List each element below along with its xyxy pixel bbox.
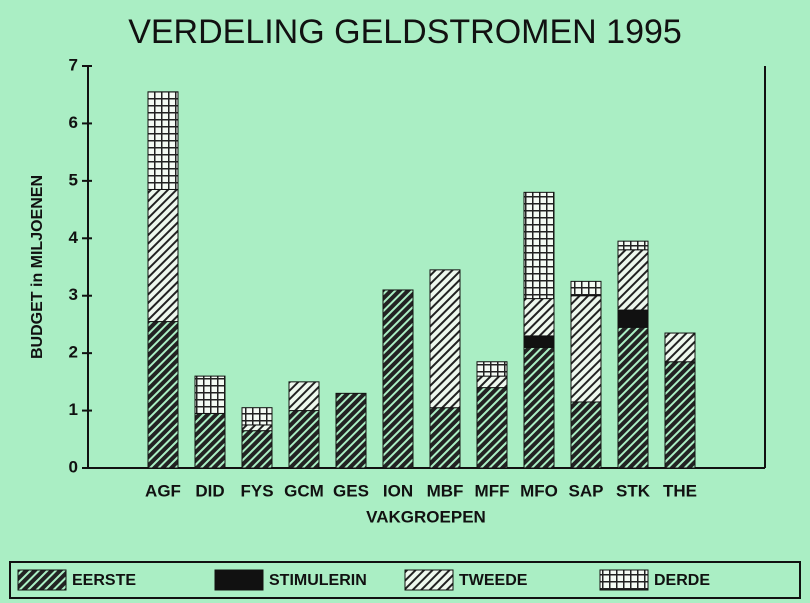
x-tick-label: SAP (569, 481, 604, 500)
legend-swatch (17, 569, 67, 591)
bar-segment (664, 361, 696, 469)
bar-segment (288, 410, 320, 469)
bar-segment (570, 280, 602, 297)
bar-segment (617, 309, 649, 328)
bar-segment (476, 375, 508, 389)
bar-segment (147, 188, 179, 323)
x-tick-label: DID (195, 481, 224, 500)
legend-label: STIMULERIN (269, 572, 367, 589)
bar-segment (335, 392, 367, 469)
y-tick-label: 2 (69, 343, 78, 362)
x-tick-label: GCM (284, 481, 324, 500)
legend-label: TWEEDE (459, 572, 528, 589)
bar-segment (617, 326, 649, 469)
bar-segment (147, 321, 179, 469)
y-tick-label: 6 (69, 113, 78, 132)
bar-segment (476, 387, 508, 469)
bar-segment (241, 407, 273, 426)
x-tick-label: AGF (145, 481, 181, 500)
bar-segment (664, 332, 696, 363)
bar-segment (617, 240, 649, 251)
x-tick-label: STK (616, 481, 651, 500)
legend-label: EERSTE (72, 572, 136, 589)
bar-segment (241, 424, 273, 432)
legend-swatch (214, 569, 264, 591)
y-tick-label: 1 (69, 400, 78, 419)
bar-segment (194, 375, 226, 414)
bar-segment (382, 289, 414, 469)
bar-segment (241, 430, 273, 469)
bar-segment (429, 407, 461, 469)
legend-swatch (599, 569, 649, 591)
y-tick-label: 3 (69, 285, 78, 304)
bar-segment (476, 361, 508, 377)
bar-segment (523, 346, 555, 469)
x-tick-label: MFO (520, 481, 558, 500)
bar-segment (429, 269, 461, 409)
bar-segment (147, 91, 179, 190)
bar-segment (523, 298, 555, 337)
y-tick-label: 7 (69, 55, 78, 74)
bar-segment (288, 381, 320, 412)
legend-label: DERDE (654, 572, 710, 589)
legend-swatch (404, 569, 454, 591)
y-axis-title: BUDGET in MILJOENEN (29, 175, 46, 359)
bar-segment (194, 412, 226, 469)
y-tick-label: 4 (69, 228, 79, 247)
x-tick-label: MFF (475, 481, 510, 500)
x-axis-title: VAKGROEPEN (366, 507, 486, 526)
x-tick-label: THE (663, 481, 697, 500)
y-tick-label: 0 (69, 457, 78, 476)
bar-segment (570, 295, 602, 403)
chart-title: VERDELING GELDSTROMEN 1995 (128, 13, 682, 51)
bar-segment (617, 249, 649, 311)
bar-segment (570, 401, 602, 469)
bar-segment (523, 191, 555, 300)
x-tick-label: MBF (427, 481, 464, 500)
legend-box (9, 561, 801, 599)
x-tick-label: ION (383, 481, 413, 500)
x-tick-label: FYS (240, 481, 273, 500)
bar-segment (523, 335, 555, 348)
y-tick-label: 5 (69, 170, 78, 189)
x-tick-label: GES (333, 481, 369, 500)
